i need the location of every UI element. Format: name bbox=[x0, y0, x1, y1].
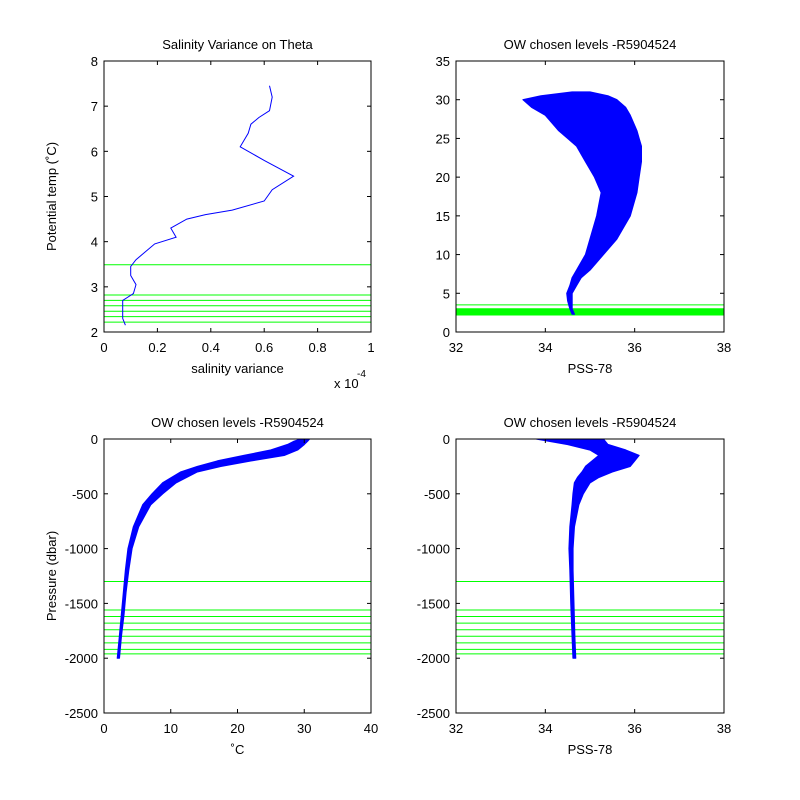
y-tick-label: -1000 bbox=[65, 542, 98, 557]
y-tick-label: -500 bbox=[72, 487, 98, 502]
level-band bbox=[456, 308, 724, 315]
profile-envelope bbox=[522, 91, 642, 315]
plot-content bbox=[104, 439, 371, 659]
y-tick-label: 10 bbox=[436, 248, 450, 263]
y-tick-label: -2500 bbox=[417, 706, 450, 721]
x-tick-label: 36 bbox=[627, 340, 641, 355]
y-tick-label: 5 bbox=[91, 190, 98, 205]
y-tick-label: 30 bbox=[436, 93, 450, 108]
x-tick-label: 1 bbox=[367, 340, 374, 355]
x-tick-label: 38 bbox=[717, 721, 731, 736]
profile-envelope bbox=[535, 439, 640, 659]
y-tick-label: -2000 bbox=[65, 651, 98, 666]
y-tick-label: 0 bbox=[443, 432, 450, 447]
x-axis-label: ˚C bbox=[231, 742, 245, 757]
y-tick-label: 0 bbox=[91, 432, 98, 447]
x-axis-label: PSS-78 bbox=[568, 742, 613, 757]
chart-title: Salinity Variance on Theta bbox=[162, 37, 313, 52]
plot-area bbox=[104, 61, 371, 332]
x-tick-label: 0 bbox=[100, 340, 107, 355]
y-tick-label: -1000 bbox=[417, 542, 450, 557]
y-tick-label: 0 bbox=[443, 325, 450, 340]
panel-2: 32 34 36 38 0 5 10 15 20 25 30 35 OW chosen levels -… bbox=[436, 37, 732, 376]
series-line bbox=[122, 85, 295, 326]
x-tick-label: 32 bbox=[449, 340, 463, 355]
y-tick-label: 20 bbox=[436, 170, 450, 185]
plot-content bbox=[104, 85, 371, 326]
y-tick-label: 6 bbox=[91, 144, 98, 159]
x-tick-label: 0.2 bbox=[148, 340, 166, 355]
plot-content bbox=[456, 439, 724, 659]
y-tick-label: -1500 bbox=[417, 596, 450, 611]
x-exponent-base: x 10 bbox=[334, 376, 359, 391]
x-tick-label: 0.4 bbox=[202, 340, 220, 355]
y-tick-label: -500 bbox=[424, 487, 450, 502]
x-tick-label: 34 bbox=[538, 721, 552, 736]
panel-3: 0 10 20 30 40 -2500 -2000 -1500 -1000 -500 0 OW cho… bbox=[44, 415, 378, 757]
x-axis-label: salinity variance bbox=[191, 361, 284, 376]
plot-area bbox=[104, 439, 371, 713]
x-axis-label: PSS-78 bbox=[568, 361, 613, 376]
y-tick-label: 4 bbox=[91, 235, 98, 250]
y-tick-label: 7 bbox=[91, 99, 98, 114]
x-tick-label: 30 bbox=[297, 721, 311, 736]
y-tick-label: 25 bbox=[436, 131, 450, 146]
x-tick-label: 0.8 bbox=[309, 340, 327, 355]
x-tick-label: 40 bbox=[364, 721, 378, 736]
x-tick-label: 34 bbox=[538, 340, 552, 355]
x-exponent-power: -4 bbox=[357, 369, 366, 380]
x-tick-label: 38 bbox=[717, 340, 731, 355]
y-tick-label: -2500 bbox=[65, 706, 98, 721]
chart-title: OW chosen levels -R5904524 bbox=[504, 37, 677, 52]
axes-frame bbox=[455, 438, 725, 714]
x-tick-label: 32 bbox=[449, 721, 463, 736]
y-tick-label: 15 bbox=[436, 209, 450, 224]
y-tick-label: -2000 bbox=[417, 651, 450, 666]
profile-envelope bbox=[116, 439, 311, 659]
y-tick-label: 2 bbox=[91, 325, 98, 340]
x-tick-label: 0 bbox=[100, 721, 107, 736]
x-tick-label: 0.6 bbox=[255, 340, 273, 355]
x-tick-label: 10 bbox=[164, 721, 178, 736]
plot-area bbox=[456, 439, 724, 713]
y-tick-label: 5 bbox=[443, 286, 450, 301]
panel-4: 32 34 36 38 -2500 -2000 -1500 -1000 -500 0 OW chos… bbox=[417, 415, 731, 757]
x-tick-label: 36 bbox=[627, 721, 641, 736]
chart-title: OW chosen levels -R5904524 bbox=[151, 415, 324, 430]
x-tick-label: 20 bbox=[230, 721, 244, 736]
axes-frame bbox=[455, 60, 725, 333]
y-axis-label: Potential temp (˚C) bbox=[44, 142, 59, 251]
y-tick-label: -1500 bbox=[65, 596, 98, 611]
y-tick-label: 8 bbox=[91, 54, 98, 69]
y-axis-label: Pressure (dbar) bbox=[44, 531, 59, 621]
y-tick-label: 35 bbox=[436, 54, 450, 69]
y-tick-label: 3 bbox=[91, 280, 98, 295]
chart-title: OW chosen levels -R5904524 bbox=[504, 415, 677, 430]
plot-content bbox=[456, 91, 724, 316]
panel-1: 0 0.2 0.4 0.6 0.8 1 2 3 4 5 6 7 8 Salinity Variance o… bbox=[44, 37, 375, 391]
